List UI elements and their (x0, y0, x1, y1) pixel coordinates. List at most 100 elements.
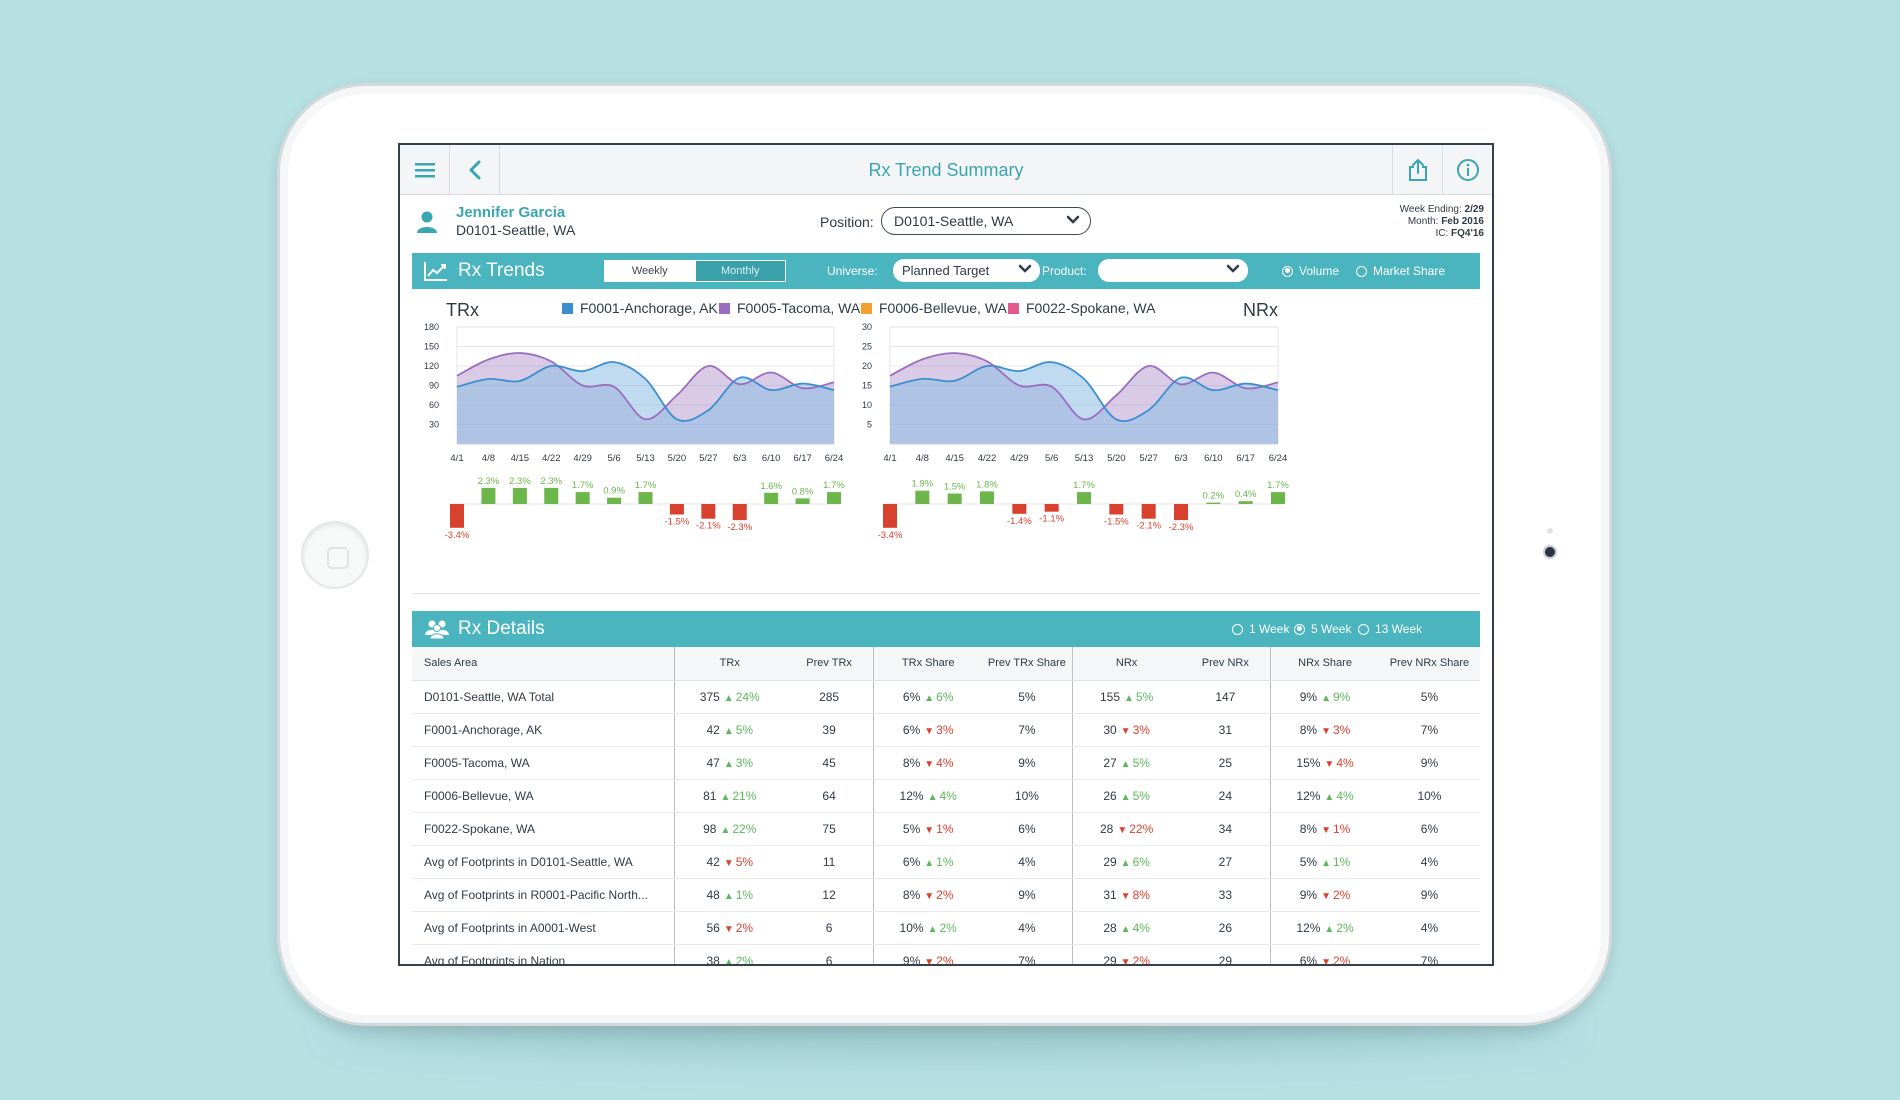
change-bar-label: 2.3% (509, 476, 531, 487)
menu-button[interactable] (400, 145, 450, 195)
cell-nrx: 30 ▼ 3% (1072, 713, 1181, 747)
col-header-prev-trx-share[interactable]: Prev TRx Share (982, 647, 1073, 681)
cell-sales-area[interactable]: F0001-Anchorage, AK (412, 713, 675, 747)
change-bar-label: 1.6% (760, 481, 782, 492)
legend-label: F0001-Anchorage, AK (580, 300, 718, 316)
chevron-down-icon (1066, 215, 1080, 224)
col-header-sales-area[interactable]: Sales Area (412, 647, 675, 681)
change-bar-label: 1.9% (912, 479, 934, 490)
cell-nrx: 28 ▲ 4% (1072, 911, 1181, 945)
table-row[interactable]: F0006-Bellevue, WA 81 ▲ 21% 64 12% ▲ 4% 10% 26 ▲ 5%… (412, 779, 1480, 813)
rx-trends-header: Rx Trends Weekly Monthly Universe: Plann… (412, 253, 1480, 289)
cell-trx-share: 10% ▲ 2% (873, 911, 983, 945)
info-button[interactable] (1442, 145, 1492, 195)
change-bar-positive (1238, 501, 1253, 504)
rx-trends-title: Rx Trends (458, 260, 545, 281)
cell-value: 98 (703, 821, 717, 836)
change-bar-positive (1077, 492, 1091, 504)
table-row[interactable]: F0001-Anchorage, AK 42 ▲ 5% 39 6% ▼ 3% 7% 30 ▼ 3% 31… (412, 713, 1480, 747)
arrow-down-icon: ▼ (1321, 824, 1331, 836)
cell-sales-area[interactable]: Avg of Footprints in Nation (412, 944, 675, 964)
radio-market-share[interactable]: Market Share (1356, 264, 1445, 278)
toggle-weekly[interactable]: Weekly (605, 261, 695, 281)
col-header-nrx[interactable]: NRx (1072, 647, 1181, 681)
week-ending-label: Week Ending: (1399, 204, 1462, 215)
cell-sales-area[interactable]: D0101-Seattle, WA Total (412, 680, 675, 714)
y-tick-label: 90 (429, 381, 439, 391)
cell-value: 8% (902, 755, 921, 770)
cell-sales-area[interactable]: Avg of Footprints in R0001-Pacific North… (412, 878, 675, 912)
cell-value: 5% (902, 821, 921, 836)
x-tick-label: 4/1 (450, 453, 463, 464)
cell-value: 31 (1103, 887, 1117, 902)
position-select[interactable]: D0101-Seattle, WA (881, 207, 1091, 235)
change-bar-label: -2.1% (696, 521, 721, 532)
col-header-prev-nrx-share[interactable]: Prev NRx Share (1378, 647, 1480, 681)
change-bar-negative (450, 504, 464, 528)
table-body: D0101-Seattle, WA Total 375 ▲ 24% 285 6% ▲ 6% 5%… (412, 680, 1480, 966)
cell-prev-nrx-share: 10% (1378, 779, 1480, 813)
toggle-monthly[interactable]: Monthly (694, 261, 785, 281)
cell-sales-area[interactable]: Avg of Footprints in A0001-West (412, 911, 675, 945)
cell-change: 1% (1332, 854, 1351, 869)
y-tick-label: 150 (424, 342, 439, 352)
home-button[interactable] (301, 521, 369, 589)
table-row[interactable]: Avg of Footprints in A0001-West 56 ▼ 2% 6 10%… (412, 911, 1480, 945)
series-line-anchorage (889, 361, 1279, 423)
cell-trx: 47 ▲ 3% (674, 746, 785, 780)
cell-prev-nrx-share: 9% (1378, 746, 1480, 780)
arrow-down-icon: ▼ (1120, 890, 1131, 902)
col-header-nrx-share[interactable]: NRx Share (1270, 647, 1379, 681)
col-header-prev-trx[interactable]: Prev TRx (784, 647, 875, 681)
col-header-trx-share[interactable]: TRx Share (873, 647, 983, 681)
cell-value: 6% (902, 689, 921, 704)
cell-value: 6% (902, 722, 921, 737)
user-name[interactable]: Jennifer Garcia (456, 204, 566, 221)
cell-prev-trx-share: 5% (982, 680, 1073, 714)
arrow-up-icon: ▲ (723, 692, 734, 704)
cell-value: 29 (1103, 953, 1117, 966)
cell-nrx-share: 9% ▲ 9% (1270, 680, 1379, 714)
y-tick-label: 5 (867, 420, 872, 430)
back-button[interactable] (450, 145, 500, 195)
rx-details-table: Sales Area TRx Prev TRx TRx Share Prev T… (412, 647, 1480, 966)
radio-13-week[interactable]: 13 Week (1358, 622, 1422, 636)
radio-1-week[interactable]: 1 Week (1232, 622, 1289, 636)
table-row[interactable]: F0005-Tacoma, WA 47 ▲ 3% 45 8% ▼ 4% 9% 27 ▲ 5% 25 15%… (412, 746, 1480, 780)
product-select[interactable] (1098, 259, 1248, 282)
table-row[interactable]: Avg of Footprints in D0101-Seattle, WA 42… (412, 845, 1480, 879)
cell-value: 42 (706, 722, 720, 737)
cell-sales-area[interactable]: F0022-Spokane, WA (412, 812, 675, 846)
radio-volume[interactable]: Volume (1282, 264, 1339, 278)
cell-value: 6% (1299, 953, 1318, 966)
y-tick-label: 120 (424, 361, 439, 371)
col-header-trx[interactable]: TRx (674, 647, 785, 681)
radio-5-week[interactable]: 5 Week (1294, 622, 1351, 636)
col-header-prev-nrx[interactable]: Prev NRx (1180, 647, 1272, 681)
cell-value: 29 (1103, 854, 1117, 869)
y-tick-label: 30 (429, 420, 439, 430)
table-row[interactable]: Avg of Footprints in R0001-Pacific North… (412, 878, 1480, 912)
universe-value: Planned Target (902, 263, 990, 278)
table-row[interactable]: D0101-Seattle, WA Total 375 ▲ 24% 285 6% ▲ 6% 5%… (412, 680, 1480, 714)
cell-sales-area[interactable]: F0005-Tacoma, WA (412, 746, 675, 780)
cell-value: 27 (1103, 755, 1117, 770)
cell-prev-trx: 64 (784, 779, 875, 813)
arrow-down-icon: ▼ (924, 890, 935, 902)
radio-volume-label: Volume (1299, 264, 1340, 278)
universe-select[interactable]: Planned Target (893, 259, 1040, 282)
table-row[interactable]: F0022-Spokane, WA 98 ▲ 22% 75 5% ▼ 1% 6% 28 ▼ 22% 34… (412, 812, 1480, 846)
cell-sales-area[interactable]: Avg of Footprints in D0101-Seattle, WA (412, 845, 675, 879)
arrow-down-icon: ▼ (1120, 956, 1131, 966)
share-button[interactable] (1392, 145, 1442, 195)
x-tick-label: 5/27 (699, 453, 718, 464)
cell-value: 30 (1103, 722, 1117, 737)
table-row[interactable]: Avg of Footprints in Nation 38 ▲ 2% 6 9% ▼ 2% 7%… (412, 944, 1480, 966)
cell-change: 2% (936, 953, 954, 966)
rx-details-header: Rx Details 1 Week 5 Week 13 Week (412, 611, 1480, 647)
x-tick-label: 4/8 (482, 453, 495, 464)
change-bar-negative (669, 504, 684, 515)
change-bar-label: 1.7% (823, 480, 845, 491)
cell-sales-area[interactable]: F0006-Bellevue, WA (412, 779, 675, 813)
change-bar-positive (575, 492, 590, 504)
